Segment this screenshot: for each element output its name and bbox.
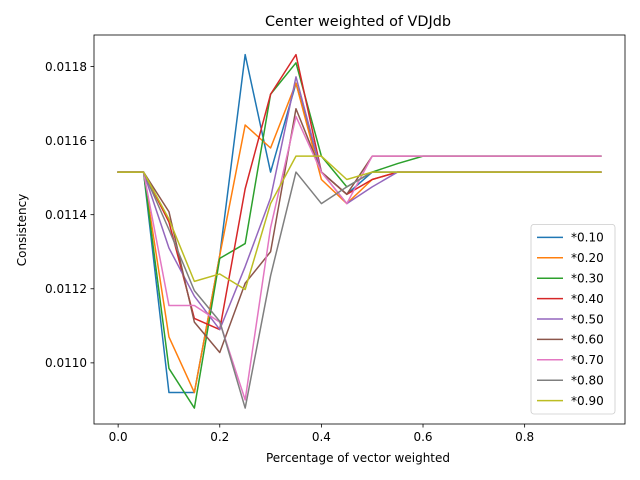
series-line-5: [117, 76, 602, 331]
y-tick-label: 0.0114: [45, 208, 87, 222]
y-tick-label: 0.0118: [45, 60, 87, 74]
x-tick-label: 0.8: [515, 430, 534, 444]
y-tick-label: 0.0112: [45, 282, 87, 296]
legend-label-4: *0.40: [571, 292, 604, 306]
series-line-1: [117, 53, 602, 394]
legend-label-8: *0.80: [571, 374, 604, 388]
x-axis: 0.0 0.2 0.4 0.6 0.8: [109, 424, 534, 444]
legend-label-1: *0.10: [571, 231, 604, 245]
series-line-6: [117, 107, 602, 354]
series-line-2: [117, 82, 602, 394]
x-tick-label: 0.4: [312, 430, 331, 444]
legend-box: [530, 223, 616, 415]
series-line-7: [117, 115, 602, 401]
x-tick-label: 0.2: [210, 430, 229, 444]
legend: *0.10 *0.20 *0.30 *0.40 *0.50 *0.60 *0.70 *0.80…: [530, 223, 616, 415]
y-axis-label: Consistency: [15, 194, 29, 267]
legend-label-6: *0.60: [571, 333, 604, 347]
series-layer: [117, 53, 602, 409]
y-tick-label: 0.0110: [45, 356, 87, 370]
axes-frame: [93, 34, 626, 425]
legend-label-3: *0.30: [571, 272, 604, 286]
y-tick-label: 0.0116: [45, 134, 87, 148]
legend-label-5: *0.50: [571, 312, 604, 326]
y-axis: 0.0110 0.0112 0.0114 0.0116 0.0118: [45, 60, 94, 370]
x-tick-label: 0.0: [109, 430, 128, 444]
series-line-3: [117, 62, 602, 409]
chart-title: Center weighted of VDJdb: [265, 14, 451, 30]
x-axis-label: Percentage of vector weighted: [266, 451, 450, 465]
series-line-9: [117, 155, 602, 291]
legend-label-9: *0.90: [571, 394, 604, 408]
legend-label-2: *0.20: [571, 251, 604, 265]
x-tick-label: 0.6: [413, 430, 432, 444]
legend-label-7: *0.70: [571, 353, 604, 367]
